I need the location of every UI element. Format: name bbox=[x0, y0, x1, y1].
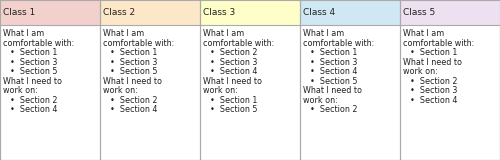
Bar bbox=[300, 0, 400, 160]
Text: Class 3: Class 3 bbox=[203, 8, 235, 17]
Text: work on:: work on: bbox=[203, 86, 238, 95]
Text: •  Section 3: • Section 3 bbox=[10, 58, 58, 67]
Bar bbox=[200, 0, 300, 25]
Text: comfortable with:: comfortable with: bbox=[3, 39, 74, 48]
Text: What I am: What I am bbox=[303, 29, 344, 38]
Text: •  Section 5: • Section 5 bbox=[110, 67, 158, 76]
Text: comfortable with:: comfortable with: bbox=[203, 39, 274, 48]
Text: comfortable with:: comfortable with: bbox=[103, 39, 174, 48]
Text: •  Section 4: • Section 4 bbox=[310, 67, 358, 76]
Text: What I need to: What I need to bbox=[303, 86, 362, 95]
Text: •  Section 4: • Section 4 bbox=[210, 67, 258, 76]
Text: What I need to: What I need to bbox=[3, 77, 62, 86]
Text: comfortable with:: comfortable with: bbox=[403, 39, 474, 48]
Text: Class 1: Class 1 bbox=[3, 8, 35, 17]
Text: •  Section 1: • Section 1 bbox=[10, 48, 58, 57]
Text: What I need to: What I need to bbox=[203, 77, 262, 86]
Text: Class 5: Class 5 bbox=[403, 8, 435, 17]
Bar bbox=[100, 0, 200, 25]
Bar bbox=[100, 0, 200, 160]
Text: What I need to: What I need to bbox=[403, 58, 462, 67]
Text: •  Section 2: • Section 2 bbox=[410, 77, 458, 86]
Text: •  Section 1: • Section 1 bbox=[410, 48, 458, 57]
Bar bbox=[200, 0, 300, 160]
Text: •  Section 3: • Section 3 bbox=[110, 58, 158, 67]
Text: •  Section 5: • Section 5 bbox=[210, 105, 258, 114]
Text: work on:: work on: bbox=[103, 86, 138, 95]
Text: •  Section 2: • Section 2 bbox=[10, 96, 58, 105]
Text: What I am: What I am bbox=[3, 29, 44, 38]
Bar bbox=[400, 0, 500, 25]
Bar bbox=[0, 0, 100, 160]
Text: •  Section 1: • Section 1 bbox=[210, 96, 258, 105]
Text: •  Section 5: • Section 5 bbox=[10, 67, 58, 76]
Text: •  Section 3: • Section 3 bbox=[210, 58, 258, 67]
Text: What I am: What I am bbox=[103, 29, 144, 38]
Text: What I need to: What I need to bbox=[103, 77, 162, 86]
Text: •  Section 2: • Section 2 bbox=[210, 48, 258, 57]
Text: work on:: work on: bbox=[303, 96, 338, 105]
Text: Class 2: Class 2 bbox=[103, 8, 135, 17]
Text: What I am: What I am bbox=[203, 29, 244, 38]
Text: work on:: work on: bbox=[3, 86, 38, 95]
Text: •  Section 3: • Section 3 bbox=[310, 58, 358, 67]
Text: •  Section 1: • Section 1 bbox=[110, 48, 158, 57]
Text: •  Section 3: • Section 3 bbox=[410, 86, 458, 95]
Bar bbox=[0, 0, 100, 25]
Text: •  Section 4: • Section 4 bbox=[410, 96, 458, 105]
Text: •  Section 5: • Section 5 bbox=[310, 77, 358, 86]
Text: Class 4: Class 4 bbox=[303, 8, 335, 17]
Text: comfortable with:: comfortable with: bbox=[303, 39, 374, 48]
Text: work on:: work on: bbox=[403, 67, 438, 76]
Text: •  Section 2: • Section 2 bbox=[310, 105, 358, 114]
Text: •  Section 4: • Section 4 bbox=[10, 105, 58, 114]
Bar bbox=[300, 0, 400, 25]
Text: •  Section 4: • Section 4 bbox=[110, 105, 158, 114]
Text: •  Section 1: • Section 1 bbox=[310, 48, 358, 57]
Bar bbox=[400, 0, 500, 160]
Text: •  Section 2: • Section 2 bbox=[110, 96, 158, 105]
Text: What I am: What I am bbox=[403, 29, 444, 38]
